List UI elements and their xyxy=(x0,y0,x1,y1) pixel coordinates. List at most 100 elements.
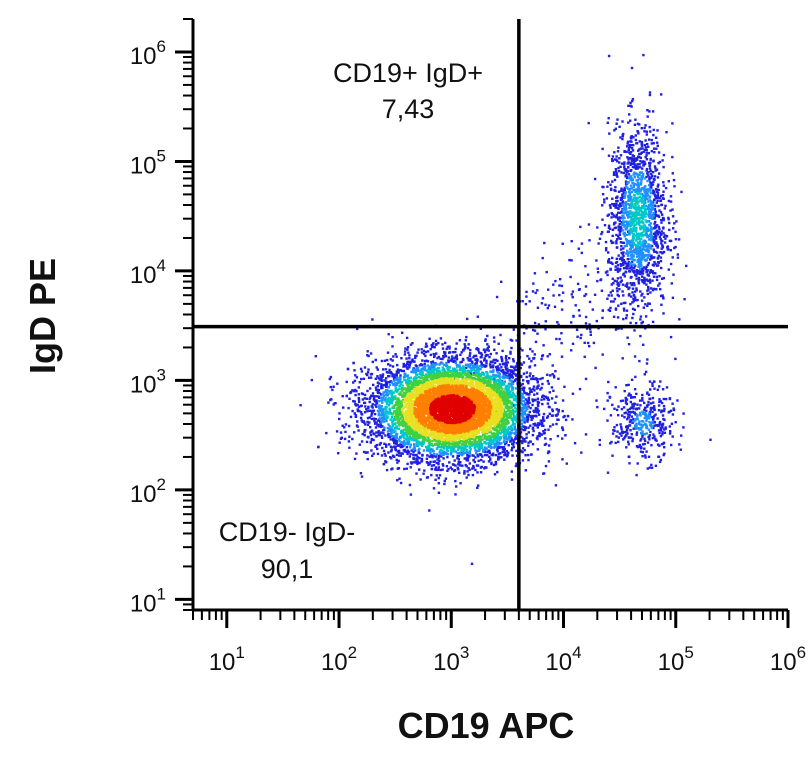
event-dot xyxy=(437,341,440,345)
event-dot xyxy=(625,265,628,268)
event-dot xyxy=(520,450,523,453)
event-dot xyxy=(383,379,386,382)
event-dot xyxy=(508,369,511,372)
event-dot xyxy=(498,446,501,450)
event-dot xyxy=(547,428,550,431)
event-dot xyxy=(634,321,638,325)
event-dot xyxy=(553,305,557,308)
event-dot xyxy=(647,393,651,396)
event-dot xyxy=(635,173,638,176)
event-dot xyxy=(654,262,657,266)
event-dot xyxy=(507,451,510,455)
event-dot xyxy=(379,414,382,417)
event-dot xyxy=(356,425,359,428)
event-dot xyxy=(351,409,354,413)
event-dot xyxy=(396,381,400,385)
event-dot xyxy=(669,200,673,203)
event-dot xyxy=(508,437,512,440)
event-dot xyxy=(533,424,537,427)
event-dot xyxy=(617,440,620,444)
event-dot xyxy=(634,375,637,379)
event-dot xyxy=(396,450,400,453)
event-dot xyxy=(505,355,508,358)
event-dot xyxy=(671,172,674,175)
event-dot xyxy=(630,135,634,138)
event-dot xyxy=(631,287,635,290)
event-dot xyxy=(374,417,377,421)
event-dot xyxy=(459,353,462,356)
event-dot xyxy=(357,398,361,401)
event-dot xyxy=(370,412,373,415)
event-dot xyxy=(635,232,639,235)
event-dot xyxy=(314,355,317,358)
event-dot xyxy=(641,258,644,261)
event-dot xyxy=(344,423,348,426)
event-dot xyxy=(376,423,380,427)
event-dot xyxy=(660,426,664,429)
event-dot xyxy=(377,376,380,380)
event-dot xyxy=(633,388,637,391)
event-dot xyxy=(614,268,617,271)
event-dot xyxy=(623,196,626,199)
event-dot xyxy=(504,410,507,414)
event-dot xyxy=(637,276,641,280)
event-dot xyxy=(629,140,632,143)
event-dot xyxy=(627,410,631,414)
event-dot xyxy=(644,422,647,425)
event-dot xyxy=(615,122,618,125)
event-dot xyxy=(622,190,625,193)
event-dot xyxy=(643,207,646,210)
event-dot xyxy=(610,283,613,286)
event-dot xyxy=(509,425,513,428)
event-dot xyxy=(360,440,364,443)
event-dot xyxy=(648,208,651,211)
event-dot xyxy=(649,245,652,248)
event-dot xyxy=(640,144,644,148)
event-dot xyxy=(613,279,616,282)
event-dot xyxy=(630,406,633,409)
event-dot xyxy=(629,162,632,165)
event-dot xyxy=(658,444,661,447)
event-dot xyxy=(394,373,397,376)
event-dot xyxy=(670,443,673,447)
event-dot xyxy=(406,437,409,440)
event-dot xyxy=(399,369,402,372)
event-dot xyxy=(645,233,649,236)
event-dot xyxy=(647,207,651,210)
event-dot xyxy=(513,410,517,413)
event-dot xyxy=(442,355,445,359)
event-dot xyxy=(381,396,384,400)
event-dot xyxy=(645,148,648,152)
event-dot xyxy=(527,441,530,444)
event-dot xyxy=(577,288,581,292)
event-dot xyxy=(538,422,541,426)
event-dot xyxy=(531,400,535,403)
event-dot xyxy=(494,374,497,377)
event-dot xyxy=(389,433,392,436)
event-dot xyxy=(607,251,610,254)
event-dot xyxy=(454,450,458,453)
event-dot xyxy=(409,430,412,433)
event-dot xyxy=(412,360,416,363)
event-dot xyxy=(612,429,615,432)
event-dot xyxy=(529,388,533,392)
event-dot xyxy=(395,426,398,429)
event-dot xyxy=(547,444,551,447)
event-dot xyxy=(635,422,638,425)
event-dot xyxy=(514,432,517,435)
event-dot xyxy=(405,387,408,391)
event-dot xyxy=(511,393,514,397)
event-dot xyxy=(380,393,383,396)
event-dot xyxy=(647,253,650,257)
event-dot xyxy=(623,216,626,220)
event-dot xyxy=(489,360,492,363)
event-dot xyxy=(646,304,649,307)
event-dot xyxy=(457,375,461,379)
event-dot xyxy=(521,441,524,445)
event-dot xyxy=(534,408,538,411)
event-dot xyxy=(649,269,652,272)
event-dot xyxy=(386,401,389,404)
event-dot xyxy=(624,201,627,204)
event-dot xyxy=(622,261,625,265)
event-dot xyxy=(643,278,646,281)
